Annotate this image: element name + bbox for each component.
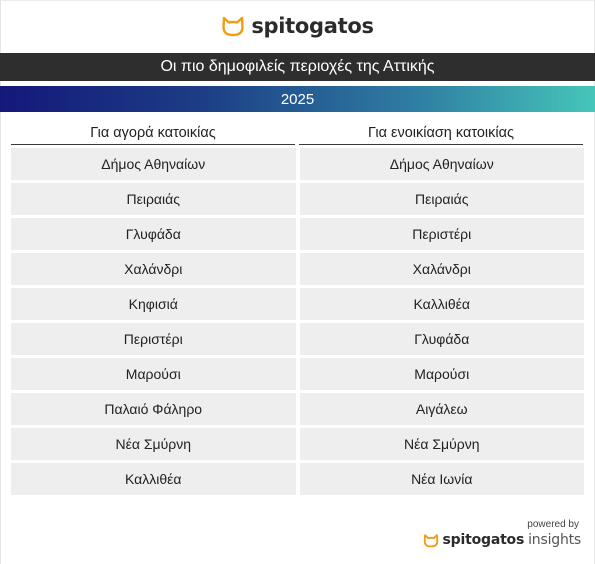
cat-icon (222, 16, 245, 37)
buy-area-cell: Γλυφάδα (11, 218, 296, 250)
table-row: Παλαιό Φάληρο Αιγάλεω (11, 393, 584, 425)
rent-area-cell: Νέα Ιωνία (299, 463, 584, 495)
buy-area-cell: Δήμος Αθηναίων (11, 148, 296, 180)
rent-area-cell: Νέα Σμύρνη (299, 428, 584, 460)
buy-area-cell: Παλαιό Φάληρο (11, 393, 296, 425)
table-row: Χαλάνδρι Χαλάνδρι (11, 253, 584, 285)
buy-area-cell: Περιστέρι (11, 323, 296, 355)
column-header-buy: Για αγορά κατοικίας (11, 121, 295, 145)
powered-by-label: powered by (527, 519, 579, 530)
column-header-rent: Για ενοικίαση κατοικίας (299, 121, 583, 145)
table-row: Μαρούσι Μαρούσι (11, 358, 584, 390)
cat-icon (423, 533, 438, 547)
year-banner: 2025 (0, 86, 595, 112)
ranking-table: Δήμος Αθηναίων Δήμος Αθηναίων Πειραιάς Π… (11, 148, 584, 498)
table-row: Καλλιθέα Νέα Ιωνία (11, 463, 584, 495)
spitogatos-insights-logo: spitogatos insights (423, 532, 581, 548)
insights-suffix: insights (528, 532, 581, 548)
rent-area-cell: Μαρούσι (299, 358, 584, 390)
table-row: Κηφισιά Καλλιθέα (11, 288, 584, 320)
table-row: Περιστέρι Γλυφάδα (11, 323, 584, 355)
table-row: Νέα Σμύρνη Νέα Σμύρνη (11, 428, 584, 460)
table-row: Πειραιάς Πειραιάς (11, 183, 584, 215)
table-row: Γλυφάδα Περιστέρι (11, 218, 584, 250)
rent-area-cell: Καλλιθέα (299, 288, 584, 320)
buy-area-cell: Καλλιθέα (11, 463, 296, 495)
insights-brand-wordmark: spitogatos (442, 532, 525, 548)
buy-area-cell: Πειραιάς (11, 183, 296, 215)
buy-area-cell: Μαρούσι (11, 358, 296, 390)
buy-area-cell: Νέα Σμύρνη (11, 428, 296, 460)
buy-area-cell: Χαλάνδρι (11, 253, 296, 285)
rent-area-cell: Γλυφάδα (299, 323, 584, 355)
rent-area-cell: Πειραιάς (299, 183, 584, 215)
rent-area-cell: Χαλάνδρι (299, 253, 584, 285)
rent-area-cell: Αιγάλεω (299, 393, 584, 425)
buy-area-cell: Κηφισιά (11, 288, 296, 320)
rent-area-cell: Περιστέρι (299, 218, 584, 250)
logo-wordmark: spitogatos (251, 14, 374, 38)
spitogatos-logo: spitogatos (0, 14, 595, 38)
table-row: Δήμος Αθηναίων Δήμος Αθηναίων (11, 148, 584, 180)
page-title: Οι πιο δημοφιλείς περιοχές της Αττικής (0, 53, 595, 81)
rent-area-cell: Δήμος Αθηναίων (299, 148, 584, 180)
